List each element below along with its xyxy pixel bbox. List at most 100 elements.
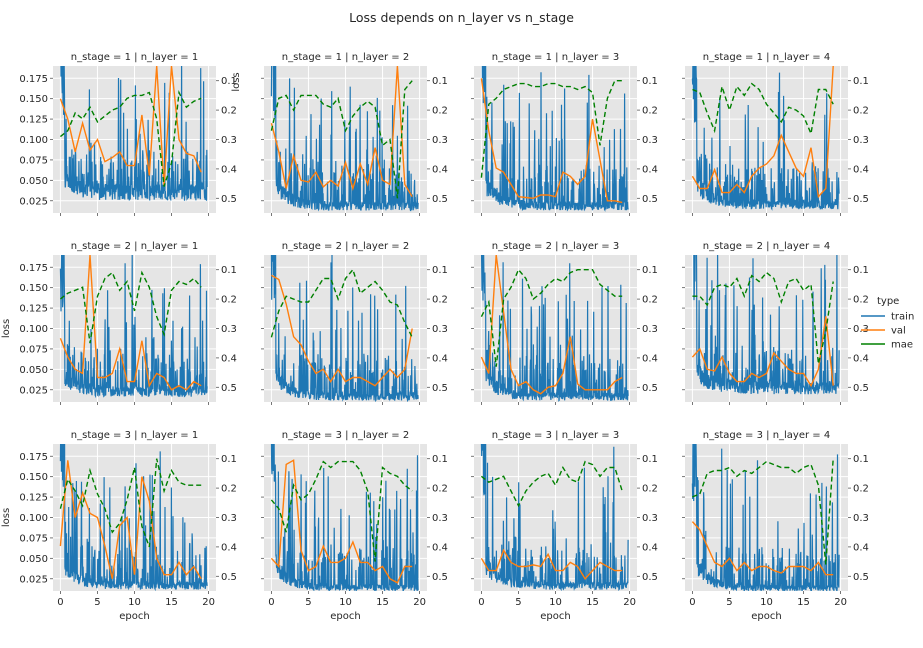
y2-tick-label: 0.5: [432, 194, 448, 205]
y-tick-label: 0.025: [19, 385, 48, 396]
legend: type train val mae: [861, 296, 914, 351]
y-axis-label: loss: [231, 72, 242, 91]
y2-tick-label: 0.3: [642, 324, 658, 335]
y2-tick-label: 0.2: [853, 484, 869, 495]
facet-panel: n_stage = 2 | n_layer = 1 0.025 0.050 0.075…: [1, 241, 237, 405]
facet-panels: n_stage = 1 | n_layer = 1 0.025 0.050 0.075…: [1, 52, 869, 622]
y-tick-label: 0.075: [19, 344, 48, 355]
y-tick-label: 0.025: [19, 196, 48, 207]
x-tick-label: 20: [202, 597, 215, 608]
facet-panel: n_stage = 1 | n_layer = 3 0.1 0.2 0.3 0.4 0.5: [471, 52, 658, 216]
val-series-line: [59, 255, 202, 391]
y2-tick-label: 0.4: [221, 164, 237, 175]
y2-tick-label: 0.3: [853, 324, 869, 335]
val-series-line: [59, 460, 202, 580]
y2-tick-label: 0.4: [853, 542, 869, 553]
y2-tick-label: 0.1: [221, 454, 237, 465]
val-series-line: [691, 66, 834, 199]
train-series-line: [693, 255, 840, 395]
panel-title: n_stage = 1 | n_layer = 2: [282, 52, 409, 63]
panel-title: n_stage = 3 | n_layer = 1: [71, 430, 198, 441]
y2-tick-label: 0.5: [221, 383, 237, 394]
x-tick-label: 0: [689, 597, 695, 608]
y2-tick-label: 0.5: [221, 194, 237, 205]
y2-tick-label: 0.2: [221, 106, 237, 117]
plot-area: [59, 66, 208, 202]
y-tick-label: 0.075: [19, 155, 48, 166]
y-tick-label: 0.150: [19, 472, 48, 483]
y-tick-label: 0.175: [19, 452, 48, 463]
y2-tick-label: 0.1: [642, 76, 658, 87]
x-axis-label: epoch: [751, 611, 781, 622]
y-tick-label: 0.100: [19, 135, 48, 146]
y-tick-label: 0.050: [19, 176, 48, 187]
y2-tick-label: 0.3: [853, 135, 869, 146]
y2-tick-label: 0.3: [432, 324, 448, 335]
legend-label: mae: [891, 340, 913, 351]
val-series-line: [480, 255, 623, 395]
y2-tick-label: 0.5: [642, 383, 658, 394]
x-tick-label: 10: [339, 597, 352, 608]
x-tick-label: 0: [268, 597, 274, 608]
plot-area: [480, 255, 629, 402]
y2-tick-label: 0.4: [221, 542, 237, 553]
x-tick-label: 20: [623, 597, 636, 608]
plot-area: [480, 66, 629, 212]
plot-area: [691, 255, 840, 395]
val-series-line: [59, 66, 202, 187]
train-series-line: [59, 444, 208, 591]
y2-tick-label: 0.4: [432, 542, 448, 553]
x-axis-label: epoch: [330, 611, 360, 622]
legend-item: mae: [861, 340, 913, 351]
y2-tick-label: 0.1: [221, 265, 237, 276]
val-series-line: [270, 66, 413, 198]
y2-tick-label: 0.1: [432, 76, 448, 87]
y2-tick-label: 0.2: [432, 106, 448, 117]
legend-label: val: [891, 326, 906, 337]
facet-panel: n_stage = 1 | n_layer = 2 0.1 0.2 0.3 0.4 0.5: [261, 52, 448, 216]
x-tick-label: 10: [128, 597, 141, 608]
train-series-line: [480, 444, 629, 591]
y-axis-label: loss: [1, 319, 12, 338]
mae-series-line: [480, 268, 623, 367]
y2-tick-label: 0.5: [221, 572, 237, 583]
x-axis-label: epoch: [119, 611, 149, 622]
mae-series-line: [59, 90, 202, 187]
y-tick-label: 0.075: [19, 533, 48, 544]
y2-tick-label: 0.1: [432, 265, 448, 276]
x-tick-label: 5: [515, 597, 521, 608]
y2-tick-label: 0.1: [853, 76, 869, 87]
y-tick-label: 0.050: [19, 365, 48, 376]
y-tick-label: 0.150: [19, 283, 48, 294]
y2-tick-label: 0.2: [642, 106, 658, 117]
y2-tick-label: 0.4: [853, 164, 869, 175]
y-axis-label: loss: [1, 508, 12, 527]
x-tick-label: 10: [549, 597, 562, 608]
y2-tick-label: 0.5: [642, 572, 658, 583]
facet-panel: n_stage = 3 | n_layer = 3 0.1 0.2 0.3 0.4 0.5…: [471, 430, 658, 622]
train-series-line: [270, 444, 419, 591]
legend-item: train: [861, 312, 914, 323]
x-tick-label: 15: [797, 597, 810, 608]
mae-series-line: [270, 460, 413, 562]
chart-title: Loss depends on n_layer vs n_stage: [349, 10, 574, 25]
train-series-line: [270, 66, 419, 212]
y2-tick-label: 0.3: [853, 513, 869, 524]
val-series-line: [480, 548, 623, 580]
plot-area: [270, 255, 419, 402]
mae-series-line: [692, 458, 834, 565]
facet-panel: n_stage = 2 | n_layer = 3 0.1 0.2 0.3 0.4 0.5: [471, 241, 658, 405]
panel-title: n_stage = 1 | n_layer = 4: [703, 52, 830, 63]
x-tick-label: 20: [834, 597, 847, 608]
train-series-line: [691, 66, 840, 211]
y2-tick-label: 0.3: [221, 324, 237, 335]
y2-tick-label: 0.4: [221, 353, 237, 364]
train-series-line: [691, 444, 840, 591]
y2-tick-label: 0.5: [853, 383, 869, 394]
y2-tick-label: 0.4: [432, 353, 448, 364]
y2-tick-label: 0.3: [642, 513, 658, 524]
y2-tick-label: 0.2: [642, 484, 658, 495]
y2-tick-label: 0.5: [432, 572, 448, 583]
plot-area: [59, 444, 208, 591]
